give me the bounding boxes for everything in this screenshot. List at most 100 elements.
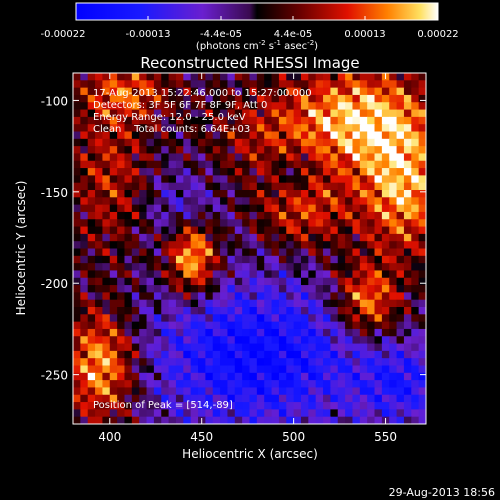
heatmap-cell xyxy=(242,387,251,396)
heatmap-cell xyxy=(249,255,258,264)
heatmap-cell xyxy=(95,182,104,191)
heatmap-cell xyxy=(139,328,148,337)
heatmap-cell xyxy=(183,402,192,410)
heatmap-cell xyxy=(396,219,405,228)
heatmap-cell xyxy=(271,211,280,220)
heatmap-cell xyxy=(293,387,302,396)
heatmap-cell xyxy=(396,358,405,367)
heatmap-cell xyxy=(389,336,398,345)
heatmap-cell xyxy=(117,328,126,337)
heatmap-cell xyxy=(131,131,140,140)
heatmap-cell xyxy=(367,255,376,264)
heatmap-cell xyxy=(359,365,368,374)
heatmap-cell xyxy=(234,343,243,352)
heatmap-cell xyxy=(330,314,339,323)
heatmap-cell xyxy=(87,80,96,89)
heatmap-cell xyxy=(300,380,309,389)
heatmap-cell xyxy=(234,292,243,301)
heatmap-cell xyxy=(278,131,287,140)
heatmap-cell xyxy=(381,116,390,125)
heatmap-cell xyxy=(212,409,221,418)
heatmap-cell xyxy=(323,343,331,352)
heatmap-cell xyxy=(345,263,354,272)
heatmap-cell xyxy=(352,204,361,213)
heatmap-cell xyxy=(315,175,324,184)
heatmap-cell xyxy=(183,387,192,396)
heatmap-cell xyxy=(278,285,287,293)
heatmap-cell xyxy=(381,358,390,367)
heatmap-cell xyxy=(161,211,170,220)
info-block: 17-Aug-2013 15:22:46.000 to 15:27:00.000… xyxy=(93,88,312,135)
heatmap-cell xyxy=(190,343,199,352)
heatmap-cell xyxy=(139,116,148,125)
heatmap-cell xyxy=(389,255,398,264)
heatmap-cell xyxy=(87,248,96,257)
x-tick-label: 400 xyxy=(98,430,121,444)
heatmap-cell xyxy=(139,255,148,264)
heatmap-cell xyxy=(124,248,133,257)
heatmap-cell xyxy=(381,138,390,147)
heatmap-cell xyxy=(131,211,140,220)
heatmap-cell xyxy=(109,124,118,133)
heatmap-cell xyxy=(146,270,155,279)
heatmap-cell xyxy=(293,409,302,418)
heatmap-cell xyxy=(418,321,426,330)
heatmap-cell xyxy=(87,124,96,133)
heatmap-cell xyxy=(190,94,199,103)
heatmap-cell xyxy=(271,241,280,250)
heatmap-cell xyxy=(345,73,354,81)
heatmap-cell xyxy=(367,153,376,162)
heatmap-cell xyxy=(190,160,199,169)
heatmap-cell xyxy=(198,168,206,176)
heatmap-cell xyxy=(168,73,177,81)
heatmap-cell xyxy=(403,248,412,257)
heatmap-cell xyxy=(190,402,199,410)
heatmap-cell xyxy=(153,160,162,169)
heatmap-cell xyxy=(227,350,236,359)
heatmap-cell xyxy=(403,387,412,396)
heatmap-cell xyxy=(403,160,412,169)
heatmap-cell xyxy=(227,321,236,330)
heatmap-cell xyxy=(161,299,170,308)
heatmap-cell xyxy=(205,153,214,162)
heatmap-cell xyxy=(293,263,302,272)
heatmap-cell xyxy=(330,204,339,213)
heatmap-cell xyxy=(102,168,111,176)
x-tick-label: 500 xyxy=(282,430,305,444)
heatmap-cell xyxy=(308,175,317,184)
heatmap-cell xyxy=(131,292,140,301)
heatmap-cell xyxy=(315,358,324,367)
heatmap-cell xyxy=(234,80,243,89)
heatmap-cell xyxy=(168,182,177,191)
heatmap-cell xyxy=(359,350,368,359)
heatmap-cell xyxy=(102,299,111,308)
heatmap-cell xyxy=(95,248,104,257)
heatmap-cell xyxy=(205,109,214,118)
heatmap-cell xyxy=(411,372,420,381)
heatmap-cell xyxy=(381,263,390,272)
heatmap-cell xyxy=(117,146,126,155)
heatmap-cell xyxy=(271,321,280,330)
heatmap-cell xyxy=(139,211,148,220)
heatmap-cell xyxy=(205,160,214,169)
heatmap-cell xyxy=(80,116,89,125)
heatmap-cell xyxy=(308,409,317,418)
heatmap-cell xyxy=(117,175,126,184)
heatmap-cell xyxy=(396,336,405,345)
heatmap-cell xyxy=(73,255,81,264)
heatmap-cell xyxy=(161,87,170,96)
heatmap-cell xyxy=(234,190,243,198)
heatmap-cell xyxy=(300,168,309,176)
heatmap-cell xyxy=(102,416,111,424)
heatmap-cell xyxy=(286,138,295,147)
heatmap-cell xyxy=(183,204,192,213)
heatmap-cell xyxy=(337,80,346,89)
heatmap-cell xyxy=(80,197,89,206)
heatmap-cell xyxy=(323,387,331,396)
heatmap-cell xyxy=(264,416,273,424)
heatmap-cell xyxy=(153,204,162,213)
heatmap-cell xyxy=(205,409,214,418)
heatmap-cell xyxy=(418,409,426,418)
heatmap-cell xyxy=(175,358,184,367)
heatmap-cell xyxy=(153,416,162,424)
